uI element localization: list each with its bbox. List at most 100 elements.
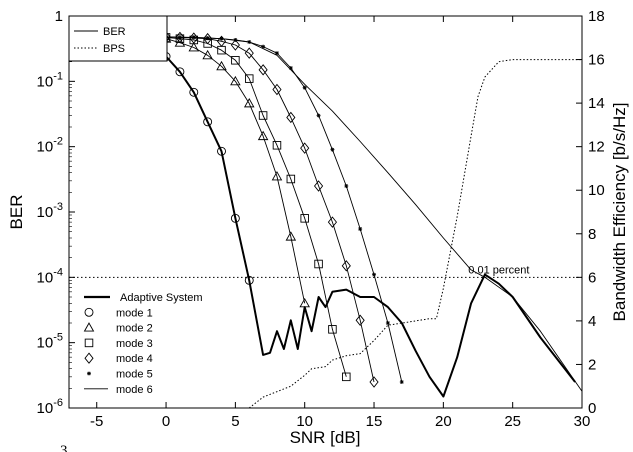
star-marker xyxy=(399,380,404,385)
legend-entry: mode 1 xyxy=(84,307,153,319)
y-left-tick-label: 10-5 xyxy=(37,332,63,352)
y-right-tick-label: 8 xyxy=(588,226,596,243)
diamond-marker xyxy=(272,83,282,96)
star-marker xyxy=(358,226,363,231)
diamond-marker xyxy=(216,35,227,48)
y-right-axis-title: Bandwidth Efficiency [b/s/Hz] xyxy=(610,103,629,322)
x-tick-label: 25 xyxy=(504,413,521,430)
square-marker xyxy=(328,325,337,334)
triangle-marker xyxy=(188,42,200,52)
series-line xyxy=(166,36,582,392)
y-left-tick-labels: 1 10-1 10-2 10-3 10-4 10-5 10-6 xyxy=(37,8,63,417)
triangle-marker xyxy=(230,75,241,86)
legend-bps-label: BPS xyxy=(103,43,125,55)
legend-entry: mode 2 xyxy=(83,322,153,335)
y-right-tick-label: 14 xyxy=(588,95,605,112)
square-marker xyxy=(300,214,309,223)
square-marker xyxy=(244,74,254,83)
x-tick-label: -5 xyxy=(90,413,103,430)
star-marker xyxy=(372,272,377,277)
y-right-tick-label: 10 xyxy=(588,182,605,199)
legend-label: mode 4 xyxy=(116,353,153,365)
legend-entry: mode 6 xyxy=(84,384,153,396)
x-tick-label: 5 xyxy=(231,413,239,430)
series-line xyxy=(165,38,306,304)
series-mode-5 xyxy=(164,34,404,385)
legend-ber-label: BER xyxy=(103,26,126,38)
square-marker xyxy=(84,338,94,348)
diamond-marker xyxy=(313,180,324,192)
series-line xyxy=(166,36,403,383)
x-tick-label: 0 xyxy=(162,413,170,430)
series-mode-6 xyxy=(166,36,582,392)
triangle-marker xyxy=(216,60,227,71)
y-left-tick-label: 10-1 xyxy=(37,70,63,90)
star-marker xyxy=(274,51,279,56)
legend-entry: mode 3 xyxy=(84,338,153,350)
legend-label: mode 2 xyxy=(116,323,153,335)
series-line xyxy=(166,36,375,383)
diamond-marker xyxy=(355,314,365,327)
y-left-tick-label: 10-3 xyxy=(37,201,63,221)
diamond-marker xyxy=(300,142,310,154)
legend-label: mode 1 xyxy=(116,307,153,319)
circle-marker xyxy=(203,117,213,127)
diamond-marker xyxy=(258,64,268,76)
square-marker xyxy=(272,141,282,150)
circle-marker xyxy=(175,67,185,77)
triangle-marker xyxy=(257,130,269,141)
diamond-marker xyxy=(189,32,199,44)
legend-label: mode 3 xyxy=(116,338,153,350)
y-left-tick-label: 10-4 xyxy=(37,266,63,286)
diamond-marker xyxy=(175,31,185,44)
x-tick-label: 10 xyxy=(296,413,313,430)
y-right-tick-labels: 0 2 4 6 8 10 12 14 16 18 xyxy=(588,8,605,417)
diamond-marker xyxy=(244,47,254,59)
star-marker xyxy=(261,44,266,49)
star-marker xyxy=(385,320,390,325)
y-right-tick-label: 2 xyxy=(588,356,596,373)
series-line xyxy=(165,55,576,398)
series-mode-2 xyxy=(160,33,310,308)
y-left-tick-label: 10-6 xyxy=(37,397,63,417)
triangle-marker xyxy=(271,171,283,181)
y-right-tick-label: 0 xyxy=(588,400,596,417)
legend-top-box xyxy=(68,15,168,62)
threshold-label: 0.01 percent xyxy=(468,264,529,276)
triangle-marker xyxy=(202,49,213,60)
y-right-tick-label: 12 xyxy=(588,139,605,156)
circle-marker xyxy=(84,307,94,317)
square-marker xyxy=(286,174,296,184)
series-layer xyxy=(160,31,582,408)
square-marker xyxy=(231,56,240,65)
diamond-marker xyxy=(327,216,338,228)
y-left-tick-label: 1 xyxy=(55,8,63,25)
star-marker xyxy=(302,85,307,90)
legend-label: Adaptive System xyxy=(120,292,203,304)
star-marker xyxy=(330,147,335,152)
series-mode-4 xyxy=(161,31,379,388)
series-line xyxy=(248,59,582,408)
star-marker xyxy=(87,371,91,376)
diamond-marker xyxy=(230,39,240,51)
legend-entry: mode 5 xyxy=(87,369,153,381)
star-marker xyxy=(344,184,349,189)
y-left-tick-label: 10-2 xyxy=(37,136,63,156)
triangle-marker xyxy=(243,97,255,108)
diamond-marker xyxy=(341,260,351,272)
legend-bottom: Adaptive System mode 1 mode 2 mode 3 mode 4 m… xyxy=(83,292,203,396)
series-mode-0 xyxy=(165,55,576,398)
diamond-marker xyxy=(286,111,296,124)
triangle-marker xyxy=(285,231,297,241)
series-bps xyxy=(248,59,582,408)
caption-prefix: 3 xyxy=(60,443,68,452)
triangle-marker xyxy=(83,322,95,332)
circle-marker xyxy=(189,87,199,97)
star-marker xyxy=(288,65,293,70)
diamond-marker xyxy=(84,352,94,364)
y-right-tick-label: 4 xyxy=(588,313,596,330)
x-axis-title: SNR [dB] xyxy=(290,428,361,447)
series-line xyxy=(165,56,250,281)
x-tick-label: 15 xyxy=(366,413,383,430)
